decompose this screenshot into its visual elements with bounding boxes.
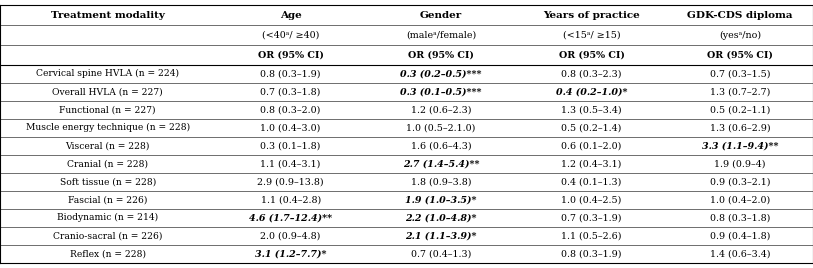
Text: OR (95% CI): OR (95% CI) — [258, 50, 324, 59]
Text: 0.5 (0.2–1.4): 0.5 (0.2–1.4) — [561, 123, 622, 132]
Text: 1.1 (0.4–3.1): 1.1 (0.4–3.1) — [260, 159, 321, 168]
Text: 0.7 (0.3–1.8): 0.7 (0.3–1.8) — [260, 87, 321, 96]
Text: 1.3 (0.5–3.4): 1.3 (0.5–3.4) — [561, 105, 622, 114]
Text: 2.0 (0.9–4.8): 2.0 (0.9–4.8) — [260, 231, 321, 240]
Text: Age: Age — [280, 11, 302, 20]
Text: 0.9 (0.3–2.1): 0.9 (0.3–2.1) — [710, 177, 770, 186]
Text: (yesᵃ/no): (yesᵃ/no) — [719, 31, 761, 40]
Text: Cranio-sacral (n = 226): Cranio-sacral (n = 226) — [53, 231, 163, 240]
Text: 0.8 (0.3–2.3): 0.8 (0.3–2.3) — [561, 69, 622, 78]
Text: 0.3 (0.2–0.5)***: 0.3 (0.2–0.5)*** — [400, 69, 482, 78]
Text: 1.6 (0.6–4.3): 1.6 (0.6–4.3) — [411, 141, 472, 150]
Text: 1.8 (0.9–3.8): 1.8 (0.9–3.8) — [411, 177, 472, 186]
Text: 0.7 (0.4–1.3): 0.7 (0.4–1.3) — [411, 249, 472, 258]
Text: 0.7 (0.3–1.5): 0.7 (0.3–1.5) — [710, 69, 770, 78]
Text: Years of practice: Years of practice — [543, 11, 640, 20]
Text: 1.0 (0.4–2.0): 1.0 (0.4–2.0) — [710, 195, 770, 204]
Text: 0.6 (0.1–2.0): 0.6 (0.1–2.0) — [561, 141, 622, 150]
Text: 3.3 (1.1–9.4)**: 3.3 (1.1–9.4)** — [702, 141, 778, 150]
Text: 1.1 (0.5–2.6): 1.1 (0.5–2.6) — [561, 231, 622, 240]
Text: Treatment modality: Treatment modality — [50, 11, 165, 20]
Text: (maleᵃ/female): (maleᵃ/female) — [406, 31, 476, 40]
Text: Reflex (n = 228): Reflex (n = 228) — [70, 249, 146, 258]
Text: 1.9 (1.0–3.5)*: 1.9 (1.0–3.5)* — [406, 195, 476, 204]
Text: Fascial (n = 226): Fascial (n = 226) — [68, 195, 147, 204]
Text: 0.3 (0.1–0.5)***: 0.3 (0.1–0.5)*** — [400, 87, 482, 96]
Text: Functional (n = 227): Functional (n = 227) — [59, 105, 156, 114]
Text: 1.0 (0.4–2.5): 1.0 (0.4–2.5) — [561, 195, 622, 204]
Text: 1.3 (0.7–2.7): 1.3 (0.7–2.7) — [710, 87, 770, 96]
Text: Soft tissue (n = 228): Soft tissue (n = 228) — [59, 177, 156, 186]
Text: OR (95% CI): OR (95% CI) — [706, 50, 773, 59]
Text: 0.4 (0.2–1.0)*: 0.4 (0.2–1.0)* — [556, 87, 627, 96]
Text: 0.8 (0.3–1.8): 0.8 (0.3–1.8) — [710, 213, 770, 222]
Text: 1.4 (0.6–3.4): 1.4 (0.6–3.4) — [710, 249, 770, 258]
Text: (<15ᵃ/ ≥15): (<15ᵃ/ ≥15) — [563, 31, 620, 40]
Text: 4.6 (1.7–12.4)**: 4.6 (1.7–12.4)** — [249, 213, 333, 222]
Text: OR (95% CI): OR (95% CI) — [559, 50, 624, 59]
Text: 0.9 (0.4–1.8): 0.9 (0.4–1.8) — [710, 231, 770, 240]
Text: 2.2 (1.0–4.8)*: 2.2 (1.0–4.8)* — [406, 213, 476, 222]
Text: 1.1 (0.4–2.8): 1.1 (0.4–2.8) — [260, 195, 321, 204]
Text: Overall HVLA (n = 227): Overall HVLA (n = 227) — [52, 87, 163, 96]
Text: 0.8 (0.3–1.9): 0.8 (0.3–1.9) — [260, 69, 321, 78]
Text: 1.3 (0.6–2.9): 1.3 (0.6–2.9) — [710, 123, 770, 132]
Text: OR (95% CI): OR (95% CI) — [408, 50, 474, 59]
Text: 0.8 (0.3–1.9): 0.8 (0.3–1.9) — [561, 249, 622, 258]
Text: 1.0 (0.4–3.0): 1.0 (0.4–3.0) — [260, 123, 321, 132]
Text: Visceral (n = 228): Visceral (n = 228) — [66, 141, 150, 150]
Text: 2.9 (0.9–13.8): 2.9 (0.9–13.8) — [258, 177, 324, 186]
Text: Biodynamic (n = 214): Biodynamic (n = 214) — [57, 213, 159, 222]
Text: Muscle energy technique (n = 228): Muscle energy technique (n = 228) — [26, 123, 189, 132]
Text: 0.7 (0.3–1.9): 0.7 (0.3–1.9) — [561, 213, 622, 222]
Text: (<40ᵃ/ ≥40): (<40ᵃ/ ≥40) — [262, 31, 320, 40]
Text: 0.4 (0.1–1.3): 0.4 (0.1–1.3) — [561, 177, 622, 186]
Text: 2.7 (1.4–5.4)**: 2.7 (1.4–5.4)** — [402, 159, 480, 168]
Text: 1.9 (0.9–4): 1.9 (0.9–4) — [714, 159, 766, 168]
Text: Cranial (n = 228): Cranial (n = 228) — [67, 159, 148, 168]
Text: Gender: Gender — [420, 11, 462, 20]
Text: 0.8 (0.3–2.0): 0.8 (0.3–2.0) — [260, 105, 321, 114]
Text: GDK-CDS diploma: GDK-CDS diploma — [687, 11, 793, 20]
Text: Cervical spine HVLA (n = 224): Cervical spine HVLA (n = 224) — [37, 69, 179, 78]
Text: 1.2 (0.4–3.1): 1.2 (0.4–3.1) — [561, 159, 622, 168]
Text: 2.1 (1.1–3.9)*: 2.1 (1.1–3.9)* — [406, 231, 476, 240]
Text: 1.2 (0.6–2.3): 1.2 (0.6–2.3) — [411, 105, 472, 114]
Text: 3.1 (1.2–7.7)*: 3.1 (1.2–7.7)* — [255, 249, 326, 258]
Text: 0.3 (0.1–1.8): 0.3 (0.1–1.8) — [260, 141, 321, 150]
Text: 0.5 (0.2–1.1): 0.5 (0.2–1.1) — [710, 105, 770, 114]
Text: 1.0 (0.5–2.1.0): 1.0 (0.5–2.1.0) — [406, 123, 476, 132]
